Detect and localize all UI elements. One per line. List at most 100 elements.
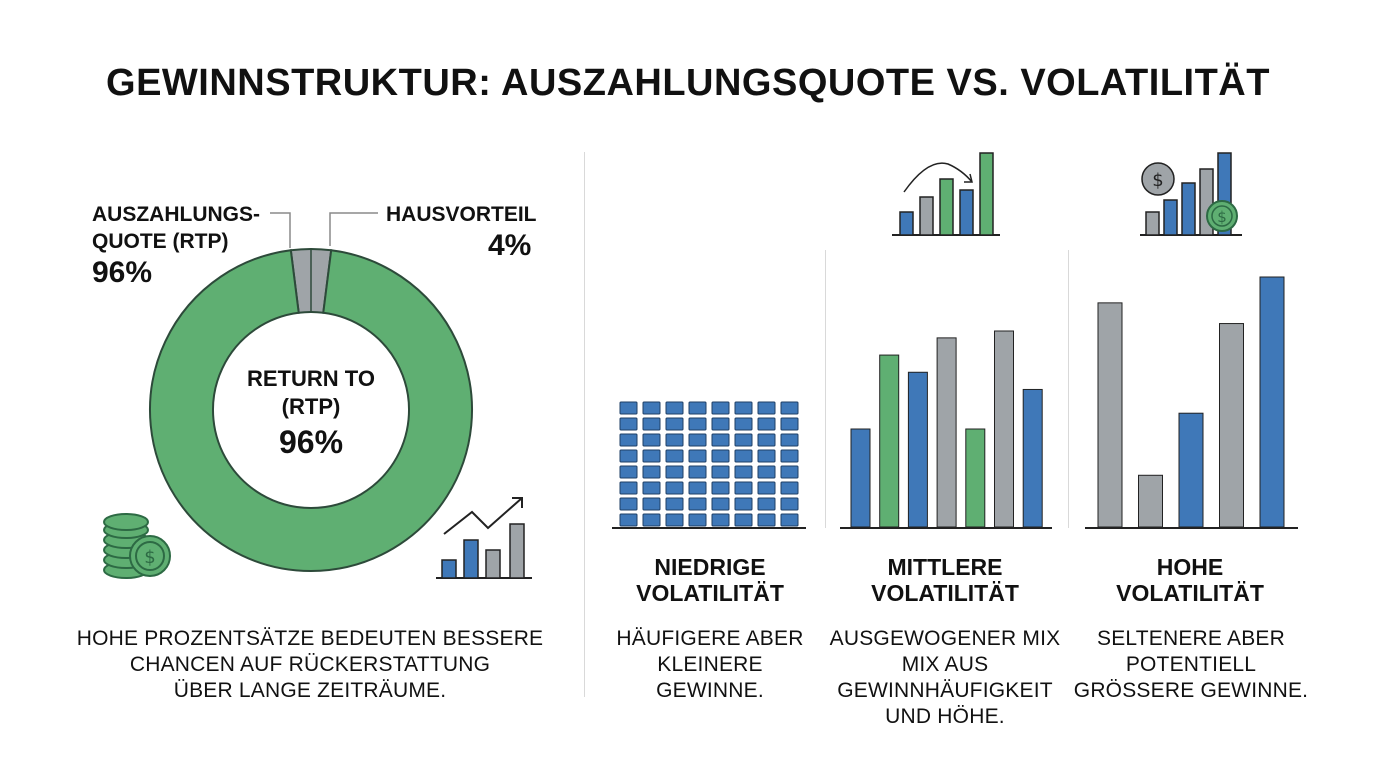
mid-volatility-bar bbox=[879, 354, 900, 528]
low-volatility-cell bbox=[642, 497, 661, 511]
low-volatility-cell bbox=[711, 401, 730, 415]
low-volatility-cell bbox=[619, 417, 638, 431]
mid-volatility-bar bbox=[1022, 388, 1043, 528]
mid-volatility-bar bbox=[936, 337, 957, 528]
high-volatility-bar bbox=[1097, 302, 1123, 528]
low-volatility-cell bbox=[734, 417, 753, 431]
low-volatility-cell bbox=[757, 433, 776, 447]
mid-volatility-bar bbox=[994, 330, 1014, 528]
low-volatility-cell bbox=[734, 449, 753, 463]
high-title-line: VOLATILITÄT bbox=[1116, 580, 1264, 606]
high-caption-line: POTENTIELL bbox=[1125, 653, 1257, 676]
low-volatility-cell bbox=[757, 497, 776, 511]
low-title-line: VOLATILITÄT bbox=[636, 580, 784, 606]
low-volatility-cell bbox=[665, 449, 684, 463]
low-volatility-caption: HÄUFIGERE ABER KLEINERE GEWINNE. bbox=[600, 626, 820, 704]
low-volatility-cell bbox=[711, 465, 730, 479]
mid-caption-line: UND HÖHE. bbox=[885, 705, 1005, 728]
low-volatility-cell bbox=[780, 481, 799, 495]
low-volatility-cell bbox=[757, 449, 776, 463]
low-volatility-cell bbox=[711, 497, 730, 511]
low-volatility-cell bbox=[780, 465, 799, 479]
low-volatility-cell bbox=[780, 497, 799, 511]
rtp-caption: HOHE PROZENTSÄTZE BEDEUTEN BESSERE CHANC… bbox=[60, 626, 560, 704]
high-volatility-caption: SELTENERE ABER POTENTIELL GRÖSSERE GEWIN… bbox=[1068, 626, 1314, 704]
low-volatility-cell bbox=[780, 401, 799, 415]
high-volatility-bar bbox=[1219, 323, 1244, 528]
low-volatility-cell bbox=[619, 497, 638, 511]
high-volatility-bar bbox=[1138, 474, 1163, 528]
house-edge-value: 4% bbox=[488, 229, 532, 262]
growth-chart-icon bbox=[892, 152, 1000, 236]
low-volatility-cell bbox=[619, 433, 638, 447]
low-volatility-cell bbox=[642, 465, 661, 479]
svg-text:$: $ bbox=[1152, 170, 1163, 191]
mid-caption-line: MIX AUS bbox=[901, 653, 989, 676]
low-volatility-cell bbox=[734, 433, 753, 447]
low-volatility-cell bbox=[688, 433, 707, 447]
low-volatility-cell bbox=[780, 417, 799, 431]
rtp-slice-value: 96% bbox=[92, 256, 153, 289]
low-volatility-cell bbox=[711, 513, 730, 527]
low-volatility-cell bbox=[780, 513, 799, 527]
low-volatility-cell bbox=[619, 513, 638, 527]
low-caption-line: HÄUFIGERE ABER bbox=[616, 627, 804, 650]
mid-title-line: VOLATILITÄT bbox=[871, 580, 1019, 606]
low-volatility-cell bbox=[642, 481, 661, 495]
column-divider bbox=[1068, 250, 1069, 528]
high-volatility-title: HOHE VOLATILITÄT bbox=[1090, 554, 1290, 606]
low-volatility-cell bbox=[780, 449, 799, 463]
mid-volatility-bar bbox=[907, 371, 928, 528]
low-volatility-cell bbox=[780, 433, 799, 447]
low-volatility-cell bbox=[734, 465, 753, 479]
high-caption-line: GRÖSSERE GEWINNE. bbox=[1073, 679, 1309, 702]
low-volatility-cell bbox=[734, 401, 753, 415]
donut-center-value: 96% bbox=[278, 424, 344, 460]
low-volatility-cell bbox=[711, 481, 730, 495]
low-volatility-cell bbox=[734, 497, 753, 511]
rtp-caption-line: ÜBER LANGE ZEITRÄUME. bbox=[173, 679, 447, 702]
low-volatility-cell bbox=[711, 433, 730, 447]
rtp-caption-line: CHANCEN AUF RÜCKERSTATTUNG bbox=[129, 653, 491, 676]
rising-bars-icon bbox=[436, 497, 532, 579]
low-volatility-cell bbox=[642, 433, 661, 447]
low-volatility-cell bbox=[688, 481, 707, 495]
low-volatility-cell bbox=[688, 449, 707, 463]
high-volatility-bar bbox=[1259, 276, 1285, 528]
rtp-leader-line bbox=[270, 212, 291, 248]
section-divider bbox=[584, 152, 585, 697]
low-title-line: NIEDRIGE bbox=[654, 554, 766, 580]
money-bars-icon: $ $ bbox=[1140, 152, 1242, 236]
svg-text:$: $ bbox=[144, 547, 155, 568]
low-volatility-cell bbox=[619, 465, 638, 479]
low-volatility-cell bbox=[665, 513, 684, 527]
low-volatility-cell bbox=[757, 417, 776, 431]
rtp-slice-label-line1: AUSZAHLUNGS- bbox=[92, 203, 260, 226]
low-caption-line: GEWINNE. bbox=[656, 679, 764, 702]
low-volatility-title: NIEDRIGE VOLATILITÄT bbox=[610, 554, 810, 606]
rtp-slice bbox=[149, 249, 473, 572]
house-edge-label: HAUSVORTEIL bbox=[386, 203, 537, 226]
low-volatility-cell bbox=[688, 401, 707, 415]
low-volatility-cell bbox=[665, 497, 684, 511]
low-volatility-cell bbox=[642, 417, 661, 431]
low-volatility-cell bbox=[619, 449, 638, 463]
low-volatility-cell bbox=[619, 401, 638, 415]
donut-center-line1: RETURN TO bbox=[247, 366, 375, 391]
mid-caption-line: AUSGEWOGENER MIX bbox=[829, 627, 1061, 650]
low-volatility-cell bbox=[665, 433, 684, 447]
page-title: GEWINNSTRUKTUR: AUSZAHLUNGSQUOTE VS. VOL… bbox=[106, 62, 1270, 104]
column-divider bbox=[825, 250, 826, 528]
coin-stack-icon: $ bbox=[103, 513, 171, 579]
high-title-line: HOHE bbox=[1156, 554, 1224, 580]
low-volatility-cell bbox=[757, 465, 776, 479]
low-volatility-cell bbox=[642, 449, 661, 463]
low-volatility-cell bbox=[734, 481, 753, 495]
low-volatility-cell bbox=[711, 417, 730, 431]
mid-caption-line: GEWINNHÄUFIGKEIT bbox=[837, 679, 1053, 702]
high-caption-line: SELTENERE ABER bbox=[1097, 627, 1285, 650]
mid-volatility-title: MITTLERE VOLATILITÄT bbox=[845, 554, 1045, 606]
low-volatility-cell bbox=[757, 481, 776, 495]
